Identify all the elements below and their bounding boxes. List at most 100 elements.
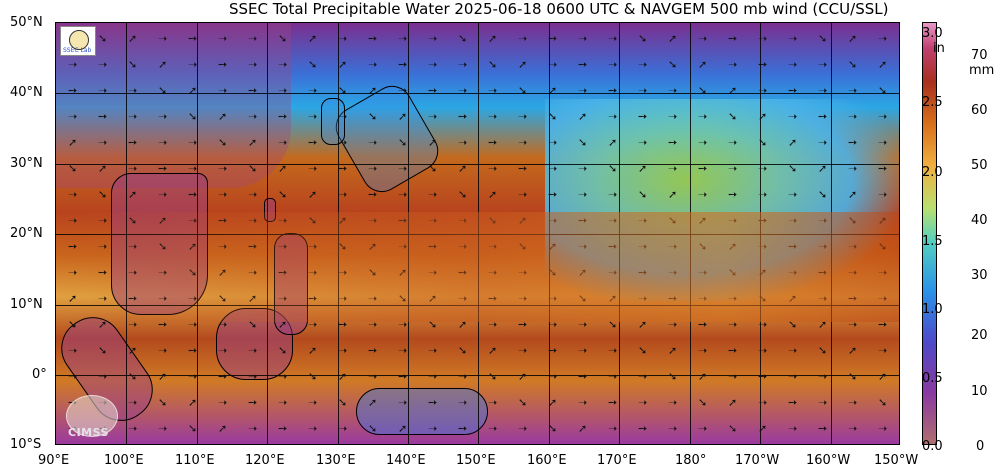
wind-arrow-icon: ➘ — [488, 370, 498, 383]
wind-arrow-icon: ➝ — [548, 292, 558, 305]
wind-arrow-icon: ➝ — [758, 162, 768, 175]
wind-arrow-icon: ➝ — [368, 214, 378, 227]
wind-arrow-icon: ➙ — [668, 136, 678, 149]
wind-arrow-icon: ➚ — [488, 32, 498, 45]
parallel — [56, 305, 899, 306]
wind-arrow-icon: ➘ — [548, 266, 558, 279]
land-korea — [321, 98, 345, 145]
wind-arrow-icon: ➙ — [278, 266, 288, 279]
wind-arrow-icon: ➚ — [368, 396, 378, 409]
wind-arrow-icon: ➙ — [698, 318, 708, 331]
wind-arrow-icon: ➘ — [158, 396, 168, 409]
wind-arrow-icon: ➝ — [518, 32, 528, 45]
wind-arrow-icon: ➚ — [548, 240, 558, 253]
wind-arrow-icon: ➝ — [278, 84, 288, 97]
wind-arrow-icon: ➝ — [188, 214, 198, 227]
lon-label: 180° — [675, 453, 707, 468]
wind-arrow-icon: ➝ — [458, 370, 468, 383]
wind-arrow-icon: ➘ — [788, 162, 798, 175]
wind-arrow-icon: ➘ — [518, 240, 528, 253]
meridian — [831, 23, 832, 444]
wind-arrow-icon: ➝ — [248, 344, 258, 357]
wind-arrow-icon: ➙ — [548, 32, 558, 45]
wind-arrow-icon: ➚ — [68, 136, 78, 149]
wind-arrow-icon: ➘ — [818, 344, 828, 357]
wind-arrow-icon: ➝ — [668, 396, 678, 409]
lat-label: 10°N — [10, 297, 43, 312]
wind-arrow-icon: ➙ — [638, 110, 648, 123]
wind-arrow-icon: ➝ — [188, 370, 198, 383]
wind-arrow-icon: ➝ — [398, 240, 408, 253]
wind-arrow-icon: ➝ — [698, 188, 708, 201]
wind-arrow-icon: ➝ — [668, 266, 678, 279]
wind-arrow-icon: ➚ — [458, 162, 468, 175]
wind-arrow-icon: ➙ — [818, 110, 828, 123]
wind-arrow-icon: ➝ — [758, 188, 768, 201]
wind-arrow-icon: ➝ — [188, 318, 198, 331]
wind-arrow-icon: ➙ — [638, 422, 648, 435]
wind-arrow-icon: ➚ — [878, 58, 888, 71]
wind-arrow-icon: ➘ — [788, 318, 798, 331]
wind-arrow-icon: ➙ — [758, 370, 768, 383]
wind-arrow-icon: ➝ — [278, 58, 288, 71]
colorbar-mm-tick: 10 — [971, 384, 988, 399]
wind-arrow-icon: ➝ — [728, 136, 738, 149]
wind-arrow-icon: ➝ — [848, 266, 858, 279]
lat-label: 0° — [32, 367, 47, 382]
wind-arrow-icon: ➝ — [308, 422, 318, 435]
wind-arrow-icon: ➝ — [158, 188, 168, 201]
wind-arrow-icon: ➘ — [338, 240, 348, 253]
ssec-seal-icon — [69, 30, 89, 50]
wind-arrow-icon: ➝ — [518, 188, 528, 201]
wind-arrow-icon: ➝ — [848, 84, 858, 97]
wind-arrow-icon: ➙ — [458, 266, 468, 279]
land-philippines — [274, 233, 308, 335]
wind-arrow-icon: ➚ — [518, 214, 528, 227]
wind-arrow-icon: ➙ — [788, 84, 798, 97]
wind-arrow-icon: ➙ — [818, 422, 828, 435]
wind-arrow-icon: ➚ — [698, 214, 708, 227]
wind-arrow-icon: ➚ — [428, 136, 438, 149]
wind-arrow-icon: ➚ — [728, 396, 738, 409]
wind-arrow-icon: ➝ — [578, 84, 588, 97]
wind-arrow-icon: ➘ — [248, 318, 258, 331]
wind-arrow-icon: ➝ — [728, 58, 738, 71]
wind-arrow-icon: ➙ — [278, 110, 288, 123]
ssec-logo-text: SSEC Lab — [63, 47, 92, 54]
lat-label: 50°N — [10, 15, 43, 30]
wind-arrow-icon: ➙ — [308, 136, 318, 149]
wind-arrow-icon: ➘ — [668, 58, 678, 71]
colorbar-in-tick: 0.5 — [922, 371, 943, 386]
wind-arrow-icon: ➝ — [848, 110, 858, 123]
wind-arrow-icon: ➚ — [368, 240, 378, 253]
wind-arrow-icon: ➚ — [698, 58, 708, 71]
wind-arrow-icon: ➝ — [368, 136, 378, 149]
wind-arrow-icon: ➝ — [518, 422, 528, 435]
wind-arrow-icon: ➘ — [668, 370, 678, 383]
wind-arrow-icon: ➝ — [398, 32, 408, 45]
wind-arrow-icon: ➙ — [608, 240, 618, 253]
wind-arrow-icon: ➝ — [728, 370, 738, 383]
wind-arrow-icon: ➝ — [218, 188, 228, 201]
wind-arrow-icon: ➙ — [308, 292, 318, 305]
wind-arrow-icon: ➝ — [698, 292, 708, 305]
cimss-globe-icon — [66, 395, 118, 437]
wind-arrow-icon: ➚ — [368, 84, 378, 97]
wind-arrow-icon: ➚ — [488, 188, 498, 201]
wind-arrow-icon: ➙ — [158, 162, 168, 175]
wind-arrow-icon: ➝ — [368, 58, 378, 71]
wind-arrow-icon: ➙ — [878, 318, 888, 331]
wind-arrow-icon: ➝ — [98, 370, 108, 383]
wind-arrow-icon: ➝ — [428, 422, 438, 435]
wind-arrow-icon: ➘ — [278, 344, 288, 357]
wind-arrow-icon: ➝ — [788, 214, 798, 227]
wind-arrow-icon: ➝ — [578, 188, 588, 201]
wind-arrow-icon: ➚ — [788, 136, 798, 149]
wind-arrow-icon: ➝ — [68, 188, 78, 201]
wind-arrow-icon: ➝ — [308, 266, 318, 279]
wind-arrow-icon: ➝ — [638, 84, 648, 97]
wind-arrow-icon: ➙ — [368, 32, 378, 45]
colorbar-mm-tick: 40 — [971, 213, 988, 228]
wind-arrow-icon: ➝ — [218, 396, 228, 409]
wind-arrow-icon: ➙ — [848, 292, 858, 305]
